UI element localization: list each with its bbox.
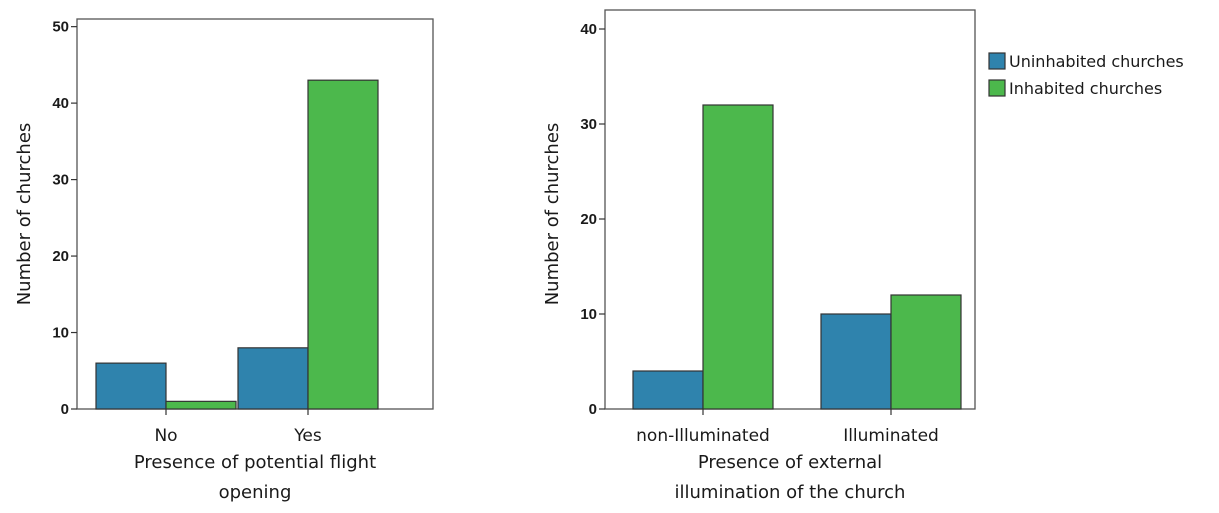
x-category-label: non-Illuminated — [636, 426, 770, 446]
bar-inhabited-illuminated — [890, 294, 962, 410]
chart-flight-opening: 0 10 20 30 40 50 No Yes Number of churches Presen… — [14, 18, 434, 503]
y-tick-label: 0 — [589, 401, 597, 418]
legend: Uninhabited churches Inhabited churches — [988, 52, 1184, 98]
chart-external-illumination: 0 10 20 30 40 non-Illuminated Illuminated Numbe… — [542, 9, 976, 503]
y-tick-label: 40 — [580, 21, 597, 38]
x-axis-title-line: opening — [219, 482, 292, 503]
bar-inhabited-non-illuminated — [702, 104, 774, 410]
y-tick-label: 0 — [61, 401, 69, 418]
y-tick-label: 20 — [52, 248, 69, 265]
bar-uninhabited-non-illuminated — [632, 370, 704, 410]
y-axis-title: Number of churches — [542, 123, 563, 306]
y-tick-label: 10 — [580, 306, 597, 323]
bar-uninhabited-no — [95, 362, 167, 410]
x-category-label: Yes — [293, 426, 322, 446]
bar-uninhabited-illuminated — [820, 313, 892, 410]
y-tick-label: 40 — [52, 95, 69, 112]
x-axis-title-line: illumination of the church — [675, 482, 906, 503]
bar-uninhabited-yes — [237, 347, 309, 410]
y-axis-title: Number of churches — [14, 123, 35, 306]
bar-inhabited-yes — [307, 79, 379, 410]
y-tick-label: 30 — [580, 116, 597, 133]
y-tick-label: 30 — [52, 172, 69, 189]
y-tick-label: 50 — [52, 19, 69, 36]
bar-inhabited-no — [165, 400, 237, 410]
legend-swatch-inhabited — [988, 79, 1006, 97]
legend-label-inhabited: Inhabited churches — [1009, 79, 1162, 98]
x-category-label: Illuminated — [843, 426, 939, 446]
plot-frame — [604, 9, 976, 410]
legend-label-uninhabited: Uninhabited churches — [1009, 52, 1184, 71]
x-category-label: No — [154, 426, 177, 446]
x-axis-title-line: Presence of potential flight — [134, 452, 376, 473]
y-tick-label: 10 — [52, 325, 69, 342]
x-axis-title-line: Presence of external — [698, 452, 882, 473]
y-tick-label: 20 — [580, 211, 597, 228]
legend-swatch-uninhabited — [988, 52, 1006, 70]
